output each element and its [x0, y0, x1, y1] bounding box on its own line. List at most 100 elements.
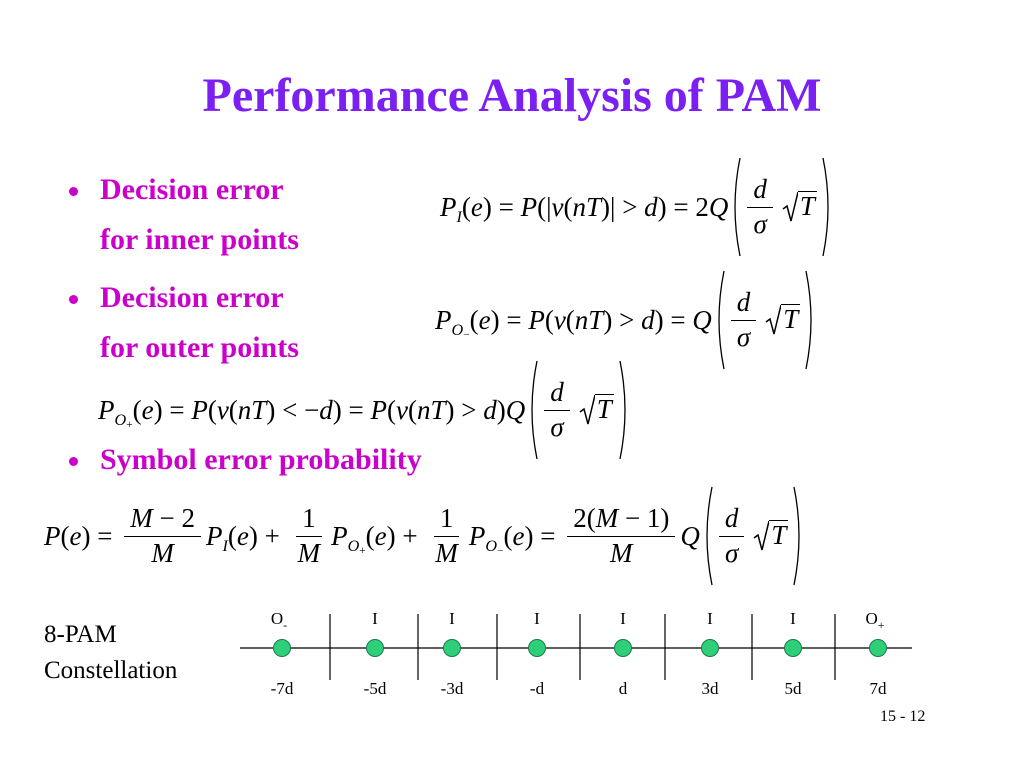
math-text: (e) +: [228, 521, 287, 552]
math-char: σ: [550, 411, 564, 442]
radical: [782, 191, 798, 222]
math-char: |: [610, 191, 616, 222]
math-text: O+: [115, 411, 133, 431]
math-char: −: [497, 545, 504, 558]
paren-stroke: [532, 361, 537, 459]
math-text: (e) = P(v(nT) < −d) = P(v(nT) > d)Q: [133, 395, 526, 426]
math-text: (e) +: [366, 521, 425, 552]
fraction: 2(M − 1) M: [567, 502, 676, 570]
math-char: e: [141, 394, 154, 425]
math-char: T: [251, 394, 267, 425]
radical: [753, 520, 770, 551]
math-char: d: [550, 376, 564, 407]
math-char: ): [603, 304, 613, 335]
math-char: e: [512, 520, 525, 551]
math-text: P(e) =: [44, 521, 119, 552]
big-paren: [730, 157, 742, 257]
math-char: >: [461, 394, 477, 425]
paren-stroke: [707, 487, 712, 585]
math-char: T: [588, 304, 604, 335]
math-char: 2: [573, 502, 587, 533]
math-char: (: [461, 191, 471, 222]
math-char: =: [506, 304, 522, 335]
math-char: P: [370, 394, 388, 425]
subscripted: PO+: [98, 395, 133, 432]
constellation-point: [273, 639, 291, 657]
math-char: e: [69, 520, 82, 551]
math-char: M: [595, 502, 619, 533]
constellation-point: [614, 639, 632, 657]
math-char: P: [205, 520, 223, 551]
math-text: (e) = P(v(nT) > d) = Q: [470, 305, 712, 336]
math-text: P: [98, 395, 115, 425]
equation: PI (e) = P(|v(nT)| > d) = 2Q d σ T: [440, 157, 833, 257]
math-char: T: [783, 304, 799, 334]
math-char: σ: [725, 537, 739, 568]
big-paren: [792, 486, 804, 586]
math-char: 1: [439, 502, 454, 533]
math-char: P: [435, 304, 452, 335]
radical: [765, 304, 782, 335]
amplitude-label: -7d: [271, 679, 294, 698]
paren-stroke: [719, 271, 724, 369]
math-char: O: [451, 320, 464, 339]
math-text: T: [594, 394, 614, 425]
math-char: M: [130, 502, 153, 533]
sqrt: T: [782, 191, 817, 223]
label-sub: +: [878, 618, 885, 632]
math-text: M − 2: [124, 502, 201, 537]
math-char: (: [365, 520, 375, 551]
math-char: n: [574, 304, 589, 335]
math-char: =: [169, 394, 185, 425]
math-char: (: [60, 520, 70, 551]
math-text: O−: [451, 320, 470, 341]
math-char: 1: [646, 502, 661, 533]
amplitude-label: -d: [530, 679, 545, 698]
math-text: T: [781, 304, 801, 335]
math-char: +: [264, 520, 280, 551]
math-char: P: [528, 304, 545, 335]
math-char: T: [771, 520, 787, 550]
math-text: M: [292, 537, 327, 571]
sqrt: T: [579, 394, 614, 426]
bullet-dot: [69, 187, 78, 196]
bullet-line: Symbol error probability: [100, 443, 422, 476]
math-char: +: [359, 545, 366, 558]
subscripted: PO−: [435, 304, 470, 342]
math-text: P: [331, 521, 348, 551]
amplitude-label: -5d: [364, 679, 387, 698]
math-char: P: [331, 520, 348, 551]
big-paren: [527, 360, 539, 460]
label-base: O: [865, 609, 877, 628]
math-char: =: [97, 520, 113, 551]
constellation-point: [528, 639, 546, 657]
math-char: d: [641, 304, 655, 335]
math-char: ): [332, 394, 342, 425]
math-char: e: [478, 304, 491, 335]
math-char: ): [496, 394, 506, 425]
equation: PO+ (e) = P(v(nT) < −d) = P(v(nT) > d)Q d σ…: [98, 360, 630, 460]
point-type-label: O-: [271, 609, 287, 632]
math-text: σ: [544, 411, 569, 445]
point-type-label: O+: [865, 609, 884, 632]
math-text: P: [440, 192, 457, 222]
amplitude-label: 3d: [702, 679, 720, 698]
paren-stroke: [806, 271, 811, 369]
math-char: =: [673, 191, 689, 222]
math-char: P: [191, 394, 208, 425]
math-text: σ: [731, 321, 756, 355]
bullet-dot: [69, 457, 78, 466]
paren-stroke: [735, 158, 740, 256]
math-text: O+: [348, 537, 366, 558]
math-char: (: [387, 394, 397, 425]
math-char: T: [596, 394, 612, 424]
math-text: 2(M − 1): [567, 502, 676, 537]
math-char: ): [657, 191, 667, 222]
point-type-label: I: [372, 609, 378, 628]
